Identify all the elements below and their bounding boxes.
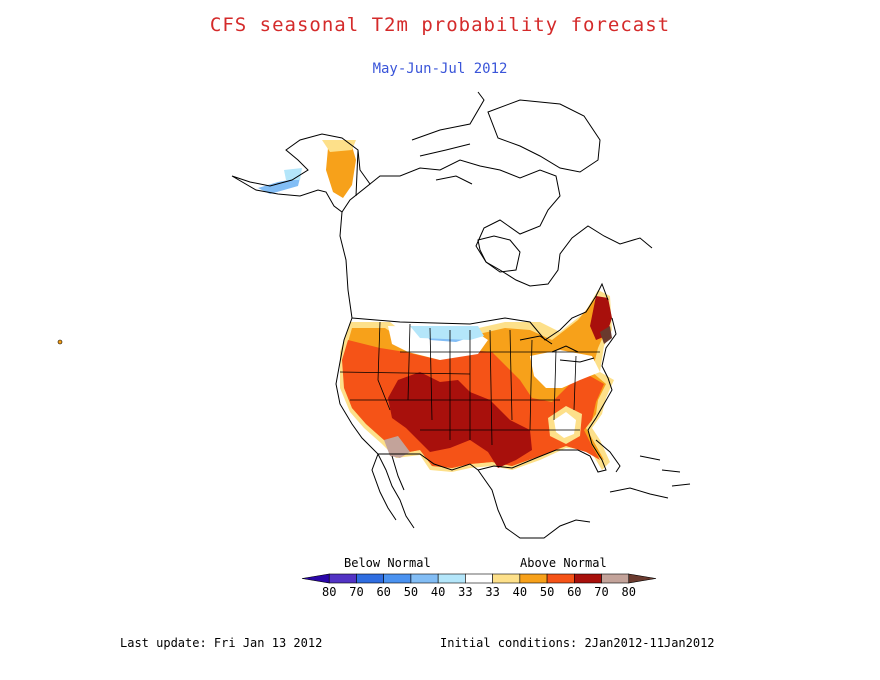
chart-subtitle: May-Jun-Jul 2012 xyxy=(372,61,508,77)
colorbar-tick-label: 60 xyxy=(376,585,390,599)
colorbar-swatch xyxy=(519,573,548,584)
alaska-border xyxy=(355,149,359,197)
legend-below-label: Below Normal xyxy=(344,556,431,570)
colorbar-swatch xyxy=(465,573,493,584)
northeast-above-80 xyxy=(600,326,612,344)
boundaries xyxy=(231,91,691,539)
baja-coast xyxy=(371,453,405,521)
colorbar-tick-label: 33 xyxy=(485,585,499,599)
conus-above-70-region xyxy=(388,372,532,468)
colorbar-tick-label: 50 xyxy=(404,585,418,599)
conus-above-80-region xyxy=(384,436,410,458)
alaska-above-region xyxy=(326,146,356,198)
west-coast xyxy=(335,211,415,529)
colorbar-swatch xyxy=(356,573,384,584)
colorbar-swatch xyxy=(383,573,412,584)
colorbar-tick-label: 80 xyxy=(322,585,336,599)
great-lakes xyxy=(519,335,595,363)
arctic-islands xyxy=(411,91,485,185)
east-coast xyxy=(477,317,617,473)
colorbar-swatch xyxy=(410,573,439,584)
colorbar-swatch xyxy=(628,573,657,584)
alaska-coast xyxy=(231,133,371,213)
left-marker xyxy=(57,339,63,345)
colorbar-tick-label: 70 xyxy=(594,585,608,599)
canada-north-coast xyxy=(369,159,653,287)
colorbar-tick-label: 60 xyxy=(567,585,581,599)
greenland-coast xyxy=(487,99,601,173)
colorbar-tick-label: 33 xyxy=(458,585,472,599)
florida xyxy=(595,439,621,473)
initial-conditions: Initial conditions: 2Jan2012-11Jan2012 xyxy=(440,636,715,650)
alaska-light-region xyxy=(322,140,356,152)
colorbar-swatch xyxy=(601,573,630,584)
colorbar-swatch xyxy=(328,573,357,584)
colorbar-tick-label: 40 xyxy=(431,585,445,599)
colorbar-tick-label: 50 xyxy=(540,585,554,599)
colorbar-swatch xyxy=(574,573,602,584)
colorbar-tick-label: 80 xyxy=(622,585,636,599)
colorbar-swatch xyxy=(546,573,575,584)
us-mexico-border xyxy=(378,453,479,471)
southeast-white-pocket xyxy=(554,412,576,438)
colorbar-tick-label: 40 xyxy=(513,585,527,599)
colorbar-tick-label: 70 xyxy=(349,585,363,599)
state-boundaries xyxy=(339,321,600,446)
us-canada-border xyxy=(351,282,609,341)
colorbar-swatch xyxy=(492,573,521,584)
last-update: Last update: Fri Jan 13 2012 xyxy=(120,636,323,650)
caribbean-islands xyxy=(609,455,691,499)
hudson-bay xyxy=(477,235,521,273)
state-lines xyxy=(339,321,600,446)
north-plains-light-below xyxy=(410,326,484,340)
probability-shading xyxy=(258,140,614,472)
gulf-mexico-coast xyxy=(477,469,591,539)
alaska-cool-region xyxy=(284,168,302,180)
chart-title: CFS seasonal T2m probability forecast xyxy=(209,14,671,36)
midwest-normal-pocket xyxy=(530,350,600,388)
legend-above-label: Above Normal xyxy=(520,556,607,570)
colorbar: 80 70 60 50 40 33 33 40 50 60 70 80 xyxy=(301,573,657,599)
aleutian-below-region xyxy=(258,178,300,194)
colorbar-swatch xyxy=(437,573,466,584)
colorbar-swatch xyxy=(301,573,330,584)
